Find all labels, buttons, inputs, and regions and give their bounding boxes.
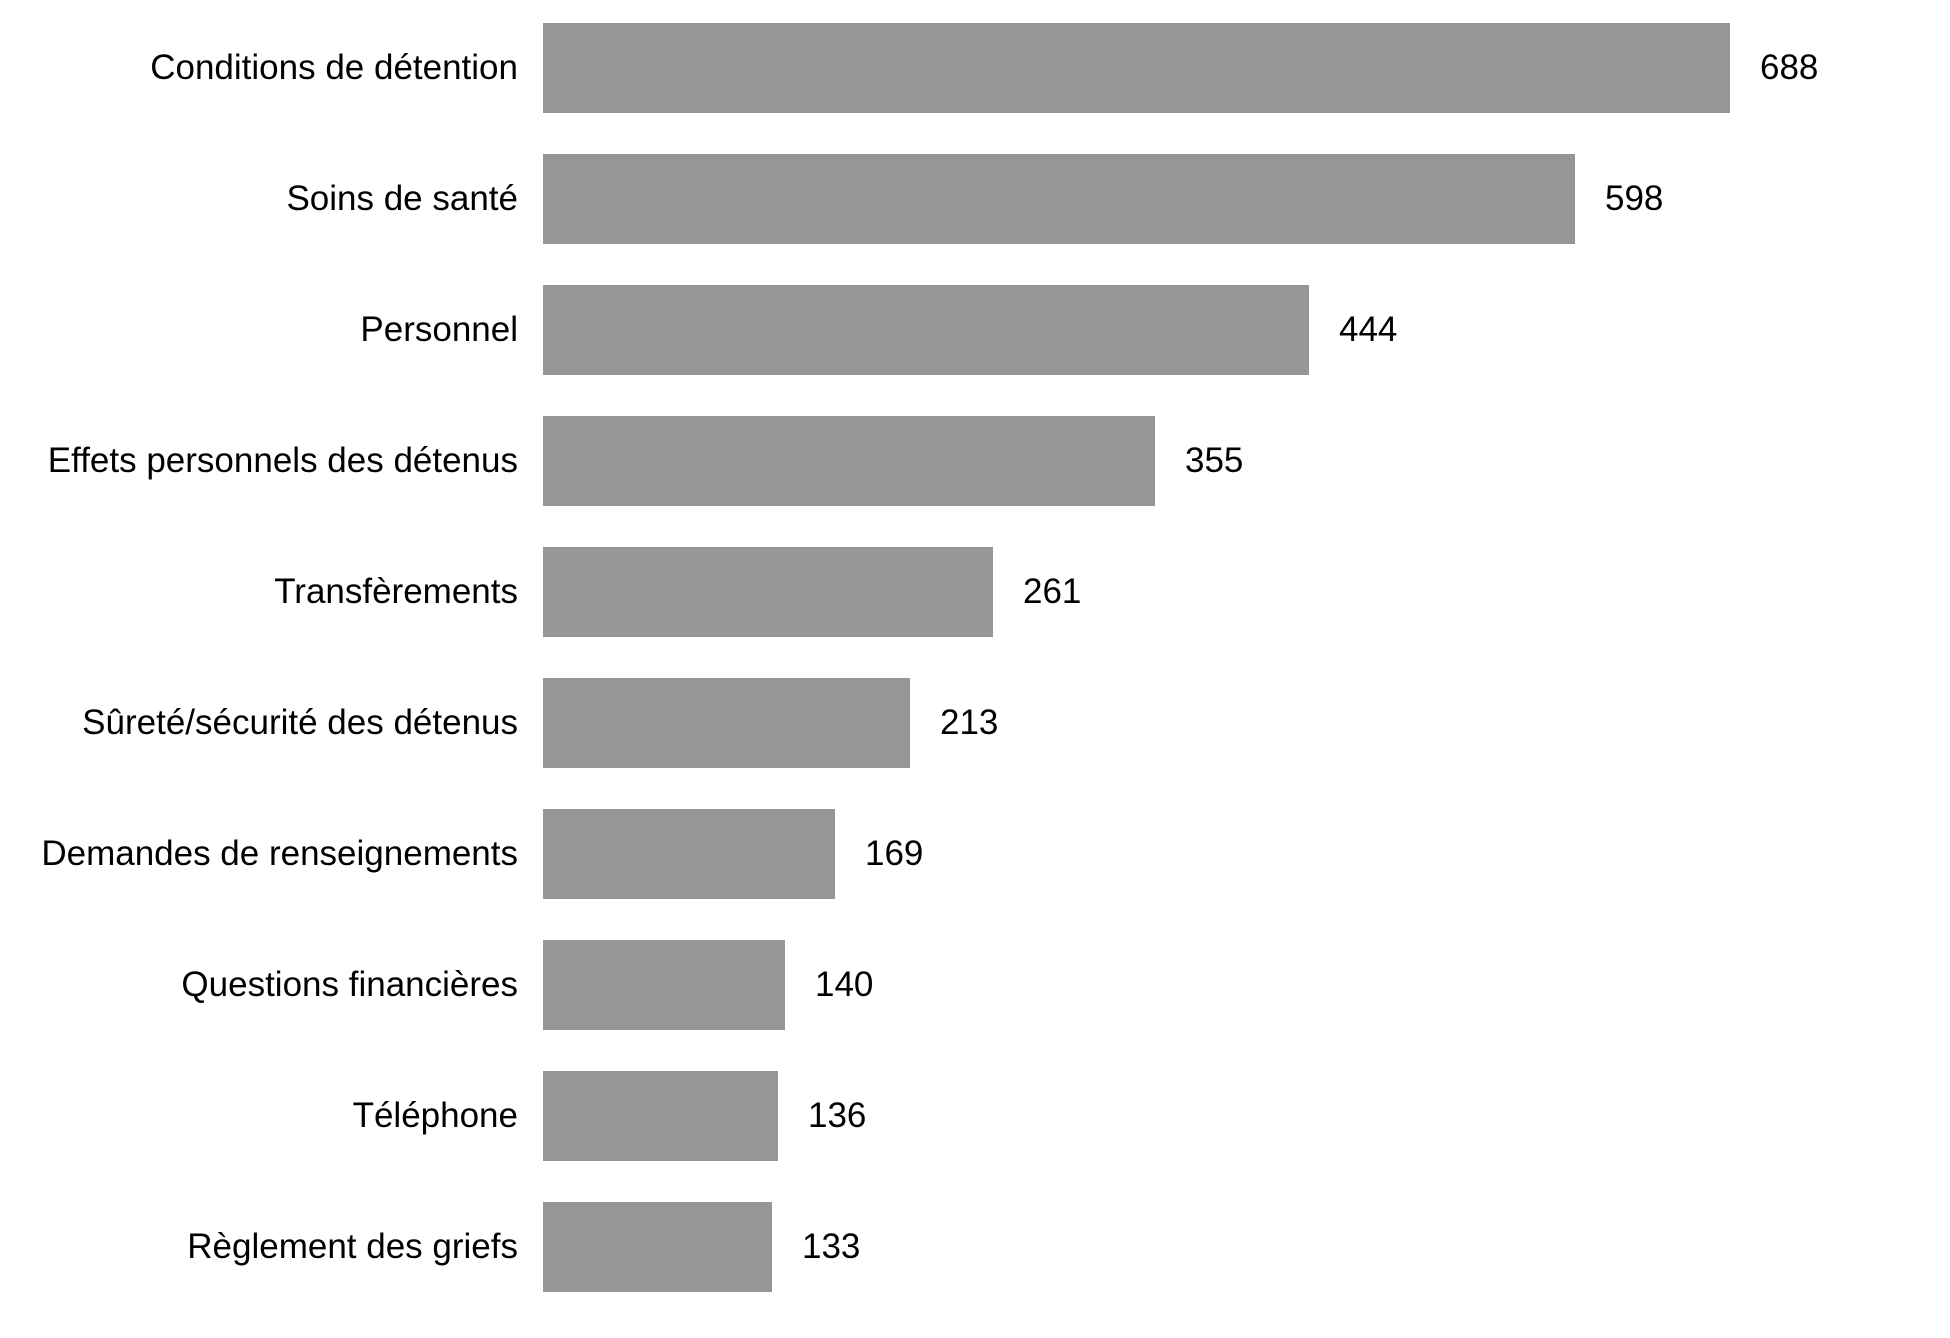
value-label: 169 (865, 834, 924, 873)
bar-row: Règlement des griefs 133 (0, 1202, 1950, 1292)
value-label: 598 (1605, 179, 1664, 218)
value-label: 444 (1339, 310, 1398, 349)
bar-row: Demandes de renseignements 169 (0, 809, 1950, 899)
category-label: Personnel (360, 309, 518, 349)
bar-row: Sûreté/sécurité des détenus 213 (0, 678, 1950, 768)
bar (543, 1202, 772, 1292)
bar (543, 416, 1155, 506)
bar (543, 940, 785, 1030)
bar (543, 1071, 778, 1161)
category-label: Questions financières (181, 964, 518, 1004)
bar (543, 809, 835, 899)
bar (543, 547, 993, 637)
category-label: Conditions de détention (150, 47, 518, 87)
bar-row: Effets personnels des détenus 355 (0, 416, 1950, 506)
value-label: 140 (815, 965, 874, 1004)
category-label: Transfèrements (274, 571, 518, 611)
category-label: Effets personnels des détenus (47, 440, 518, 480)
category-label: Demandes de renseignements (41, 833, 518, 873)
bar-row: Soins de santé 598 (0, 154, 1950, 244)
bar-row: Transfèrements 261 (0, 547, 1950, 637)
category-label: Sûreté/sécurité des détenus (82, 702, 518, 742)
bar-row: Téléphone 136 (0, 1071, 1950, 1161)
category-label: Soins de santé (286, 178, 518, 218)
bar (543, 154, 1575, 244)
bar-row: Questions financières 140 (0, 940, 1950, 1030)
value-label: 136 (808, 1096, 867, 1135)
category-label: Règlement des griefs (187, 1226, 518, 1266)
bar (543, 23, 1730, 113)
value-label: 688 (1760, 48, 1819, 87)
value-label: 355 (1185, 441, 1244, 480)
bar (543, 678, 910, 768)
bar (543, 285, 1309, 375)
category-label: Téléphone (352, 1095, 518, 1135)
value-label: 261 (1023, 572, 1082, 611)
value-label: 133 (802, 1227, 861, 1266)
bar-row: Conditions de détention 688 (0, 23, 1950, 113)
value-label: 213 (940, 703, 999, 742)
bar-chart: Conditions de détention 688 Soins de santé… (0, 23, 1950, 1292)
bar-row: Personnel 444 (0, 285, 1950, 375)
